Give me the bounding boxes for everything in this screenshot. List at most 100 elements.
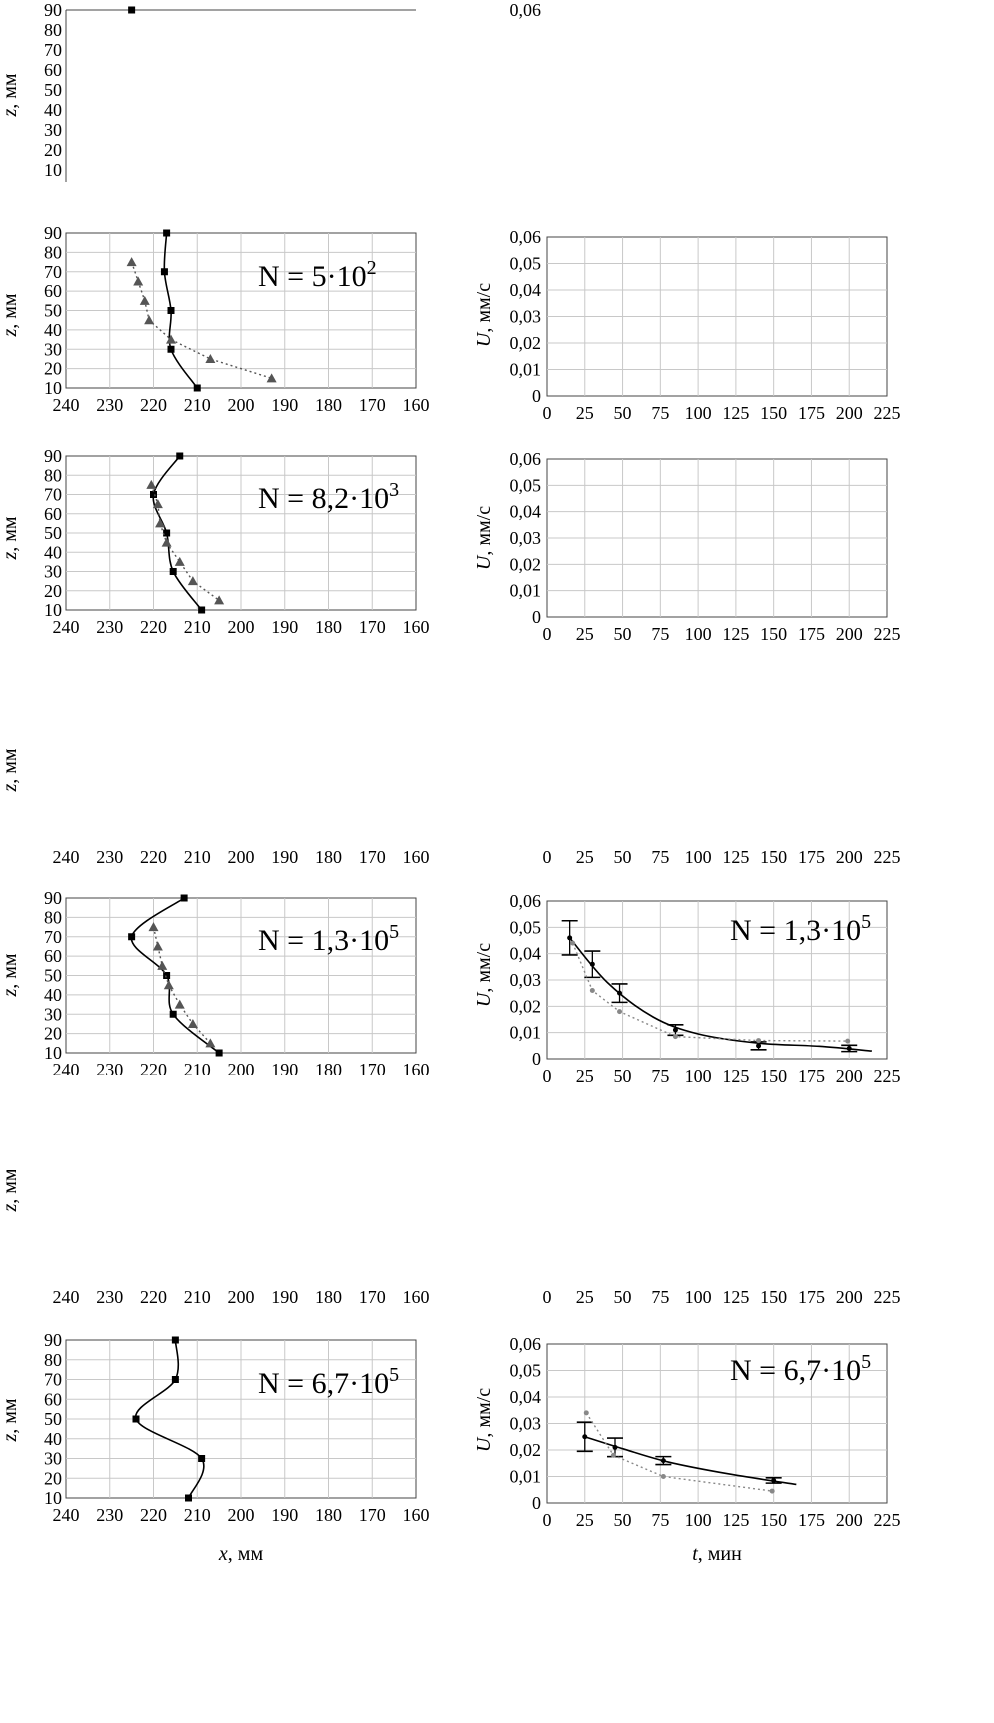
data-point-triangle bbox=[157, 960, 168, 970]
panel-z-5: 240 230 220 210 200 190 180 170 160 9080706050403… bbox=[0, 888, 430, 1080]
data-point-triangle bbox=[152, 499, 163, 509]
x-tick-label: 220 bbox=[140, 189, 167, 209]
y-tick-label: 50 bbox=[44, 523, 62, 543]
y-axis-unit: , мм/с bbox=[473, 283, 495, 333]
y-tick-label: 0,01 bbox=[510, 1023, 542, 1043]
y-tick-label: 0,05 bbox=[510, 917, 542, 937]
x-tick-label: 125 bbox=[722, 624, 749, 644]
y-tick-label: 20 bbox=[44, 1024, 62, 1044]
series-line bbox=[572, 942, 848, 1042]
data-point-dot bbox=[756, 1038, 762, 1044]
y-axis-label: U, мм/с bbox=[473, 283, 495, 347]
y-axis-label: z, мм bbox=[0, 516, 21, 560]
x-tick-label: 230 bbox=[96, 395, 123, 415]
panel-u-7: 0 25 50 75 100 125 150 175 200 225 0 0,01 0,02 0,03 0,… bbox=[473, 1334, 901, 1565]
data-point-square bbox=[171, 1336, 179, 1344]
x-tick-label: 200 bbox=[836, 624, 863, 644]
y-tick-label: 90 bbox=[44, 1330, 62, 1350]
x-tick-label: 75 bbox=[651, 1510, 669, 1530]
n-label-exponent: 3 bbox=[389, 479, 399, 501]
x-tick-label: 150 bbox=[760, 1287, 787, 1307]
n-label-main: N = 6,7·10 bbox=[258, 1367, 389, 1400]
y-tick-label: 70 bbox=[44, 485, 62, 505]
x-tick-label: 125 bbox=[722, 1287, 749, 1307]
data-point-square bbox=[169, 1010, 177, 1018]
x-tick-label: 190 bbox=[271, 395, 298, 415]
panel-u-5: 0 25 50 75 100 125 150 175 200 225 0 0,01 0,02 0,03 0,… bbox=[473, 891, 901, 1086]
x-tick-label: 125 bbox=[722, 403, 749, 423]
y-tick-label: 0,05 bbox=[510, 475, 542, 495]
x-tick-label: 50 bbox=[614, 624, 632, 644]
y-axis-label: z, мм bbox=[0, 1168, 21, 1212]
x-tick-label: 170 bbox=[359, 1060, 386, 1080]
x-tick-label: 170 bbox=[359, 1505, 386, 1525]
x-tick-label: 50 bbox=[614, 847, 632, 867]
data-point-triangle bbox=[174, 999, 185, 1009]
y-tick-label: 0,01 bbox=[510, 581, 542, 601]
data-point-dot bbox=[756, 1043, 762, 1049]
y-tick-label: 30 bbox=[44, 562, 62, 582]
x-tick-label: 160 bbox=[403, 395, 430, 415]
y-tick-label: 0 bbox=[532, 386, 541, 406]
y-tick-label: 0,06 bbox=[510, 227, 542, 247]
data-point-dot bbox=[582, 1434, 588, 1440]
x-tick-label: 240 bbox=[53, 1287, 80, 1307]
x-tick-label: 160 bbox=[403, 189, 430, 209]
x-tick-label: 225 bbox=[874, 403, 901, 423]
x-tick-label: 175 bbox=[798, 624, 825, 644]
data-point-square bbox=[163, 229, 171, 237]
y-axis-symbol: z bbox=[0, 1204, 21, 1213]
x-axis-label: x, мм bbox=[218, 1543, 264, 1565]
data-point-dot bbox=[660, 1458, 666, 1464]
x-tick-label: 50 bbox=[614, 403, 632, 423]
x-tick-label: 50 bbox=[614, 1287, 632, 1307]
data-point-square bbox=[180, 894, 188, 902]
x-tick-label: 150 bbox=[760, 1066, 787, 1086]
x-tick-label: 190 bbox=[271, 617, 298, 637]
x-axis-unit: , мин bbox=[698, 1543, 742, 1565]
x-tick-label: 225 bbox=[874, 1066, 901, 1086]
x-tick-label: 50 bbox=[614, 1066, 632, 1086]
y-axis-symbol: U bbox=[473, 1436, 495, 1452]
x-tick-label: 220 bbox=[140, 1287, 167, 1307]
x-tick-label: 175 bbox=[798, 189, 825, 209]
panel-u-1: 0 25 50 75 100 125 150 175 200 225 0,06 bbox=[510, 0, 825, 209]
x-tick-label: 210 bbox=[184, 395, 211, 415]
y-axis-unit: , мм bbox=[0, 293, 21, 329]
y-tick-label: 40 bbox=[44, 100, 62, 120]
y-axis-unit: , мм bbox=[0, 1398, 21, 1434]
y-tick-label: 40 bbox=[44, 985, 62, 1005]
x-tick-label: 230 bbox=[96, 617, 123, 637]
y-axis-symbol: z bbox=[0, 784, 21, 793]
x-tick-label: 190 bbox=[271, 847, 298, 867]
y-tick-label: 50 bbox=[44, 1409, 62, 1429]
x-tick-label: 180 bbox=[315, 395, 342, 415]
x-tick-label: 225 bbox=[874, 1287, 901, 1307]
x-tick-label: 200 bbox=[228, 395, 255, 415]
x-tick-label: 0 bbox=[543, 1510, 552, 1530]
x-tick-label: 150 bbox=[760, 624, 787, 644]
panel-z-4: 240 230 220 210 200 190 180 170 160 z, мм bbox=[0, 748, 430, 867]
y-tick-label: 60 bbox=[44, 1389, 62, 1409]
x-tick-label: 25 bbox=[576, 847, 594, 867]
x-tick-label: 0 bbox=[543, 1066, 552, 1086]
x-tick-label: 160 bbox=[403, 847, 430, 867]
panel-z-3: 240 230 220 210 200 190 180 170 1609080706050403… bbox=[0, 446, 430, 637]
x-tick-label: 150 bbox=[760, 403, 787, 423]
y-tick-label: 80 bbox=[44, 20, 62, 40]
y-tick-label: 90 bbox=[44, 446, 62, 466]
x-tick-label: 180 bbox=[315, 189, 342, 209]
y-tick-label: 0 bbox=[532, 607, 541, 627]
data-point-triangle bbox=[144, 315, 155, 325]
y-axis-label: U, мм/с bbox=[473, 1388, 495, 1452]
x-tick-label: 0 bbox=[543, 189, 552, 209]
x-axis-label: t, мин bbox=[692, 1543, 742, 1565]
y-axis-label: U, мм/с bbox=[473, 506, 495, 570]
data-point-dot bbox=[672, 1027, 678, 1033]
data-point-dot bbox=[589, 961, 595, 967]
x-tick-label: 200 bbox=[836, 403, 863, 423]
x-tick-label: 220 bbox=[140, 395, 167, 415]
y-tick-label: 30 bbox=[44, 339, 62, 359]
x-tick-label: 225 bbox=[874, 624, 901, 644]
x-tick-label: 0 bbox=[543, 1287, 552, 1307]
